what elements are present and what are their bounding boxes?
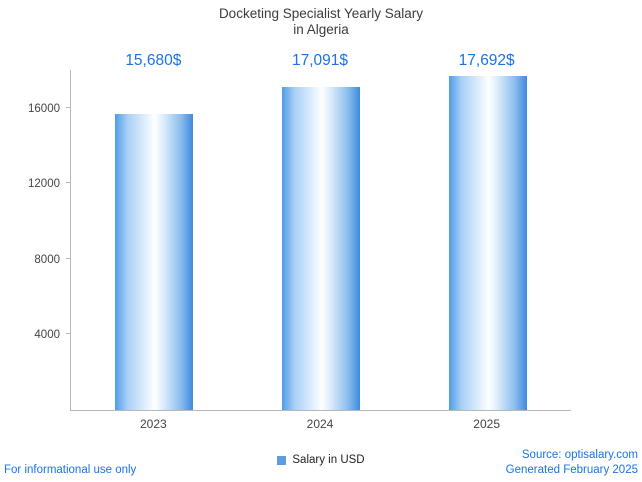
source-text: Source: optisalary.com: [521, 449, 638, 461]
x-axis: 2023 2024 2025: [70, 417, 570, 433]
x-axis-label: 2024: [306, 417, 334, 431]
y-tick-label: 4000: [34, 329, 60, 342]
bars-container: [71, 70, 571, 410]
x-axis-label: 2023: [139, 417, 167, 431]
x-axis-label: 2025: [473, 417, 501, 431]
y-tick-mark: [66, 257, 70, 259]
chart-title-line1: Docketing Specialist Yearly Salary: [218, 6, 424, 21]
legend-swatch-icon: [277, 455, 287, 465]
disclaimer-text: For informational use only: [4, 464, 137, 476]
y-tick-mark: [66, 182, 70, 184]
y-axis: 4000 8000 12000 16000: [0, 70, 70, 410]
value-label: 17,692$: [458, 52, 515, 69]
y-tick-mark: [66, 333, 70, 335]
y-tick-label: 8000: [34, 253, 60, 266]
value-label: 17,091$: [291, 52, 349, 69]
generated-text: Generated February 2025: [505, 464, 638, 476]
y-tick-label: 12000: [28, 178, 60, 191]
value-labels-row: 15,680$ 17,091$ 17,692$: [70, 52, 570, 72]
source-info: Source: optisalary.com Generated Februar…: [506, 448, 638, 478]
chart-title-line2: in Algeria: [293, 22, 349, 37]
chart-title: Docketing Specialist Yearly Salary in Al…: [0, 6, 642, 38]
bar-2024: [282, 87, 360, 410]
value-label: 15,680$: [125, 52, 182, 69]
legend-label: Salary in USD: [292, 454, 365, 466]
plot-area: [70, 70, 571, 411]
y-tick-label: 16000: [28, 102, 60, 115]
bar-2023: [115, 113, 194, 410]
bar-2025: [448, 75, 527, 410]
y-tick-mark: [66, 106, 70, 108]
legend: Salary in USD: [0, 452, 642, 468]
